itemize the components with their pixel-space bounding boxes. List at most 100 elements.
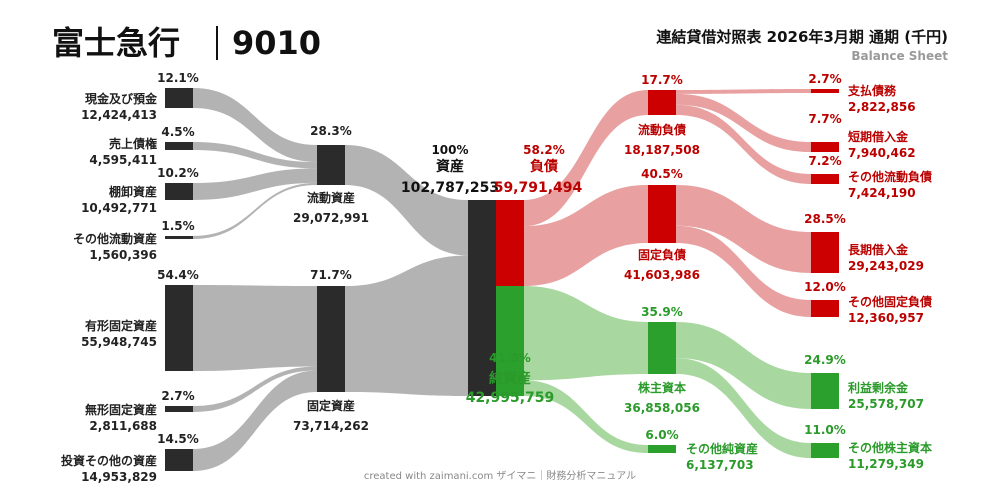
node-name-retained: 利益剰余金	[848, 380, 909, 395]
node-name-other_current: その他流動資産	[73, 231, 157, 246]
title-divider	[216, 26, 218, 60]
node-pct-shareholders_eq: 35.9%	[641, 305, 683, 319]
node-value-other_current: 1,560,396	[89, 248, 157, 262]
node-bar-other_sh_cap	[811, 443, 839, 458]
flow-links	[193, 88, 811, 471]
node-pct-cash: 12.1%	[157, 71, 199, 85]
node-pct-intangible: 2.7%	[161, 389, 194, 403]
node-value-inventory: 10,492,771	[81, 201, 157, 215]
node-value-fixed_liab: 41,603,986	[624, 268, 700, 282]
node-value-total_assets: 102,787,253	[401, 180, 499, 196]
node-name-short_loans: 短期借入金	[848, 129, 909, 144]
node-name-intangible: 無形固定資産	[85, 402, 157, 417]
node-bar-cash	[165, 88, 193, 108]
node-value-other_net: 6,137,703	[686, 458, 754, 472]
node-name-receivables: 売上債権	[109, 136, 157, 151]
report-subtitle: Balance Sheet	[851, 49, 948, 63]
node-bar-other_net	[648, 445, 676, 453]
node-value-investments: 14,953,829	[81, 470, 157, 484]
node-value-cash: 12,424,413	[81, 108, 157, 122]
flow-link-current_liab-to-other_current_liab	[676, 104, 811, 184]
node-value-current_liab: 18,187,508	[624, 143, 700, 157]
node-bar-other_current	[165, 236, 193, 239]
node-name-cash: 現金及び預金	[85, 91, 158, 106]
node-value-long_loans: 29,243,029	[848, 259, 924, 273]
flow-link-fixed_liab-to-other_fixed_liab	[676, 225, 811, 317]
node-name-fixed_liab: 固定負債	[638, 247, 686, 262]
node-bar-long_loans	[811, 232, 839, 273]
node-pct-fixed_assets: 71.7%	[310, 268, 352, 282]
flow-link-intangible-to-fixed_assets	[193, 366, 317, 412]
flow-link-fixed_assets-to-total_assets	[345, 255, 468, 396]
node-bar-total_assets	[468, 200, 496, 396]
node-name-other_net: その他純資産	[686, 441, 758, 456]
node-name-other_fixed_liab: その他固定負債	[848, 294, 932, 309]
node-value-other_fixed_liab: 12,360,957	[848, 311, 924, 325]
node-bar-inventory	[165, 183, 193, 200]
node-pct-tangible: 54.4%	[157, 268, 199, 282]
node-bar-current_assets	[317, 145, 345, 185]
node-pct-inventory: 10.2%	[157, 166, 199, 180]
node-name-total_assets: 資産	[436, 158, 464, 175]
node-value-retained: 25,578,707	[848, 397, 924, 411]
node-value-intangible: 2,811,688	[89, 419, 157, 433]
node-pct-other_current: 1.5%	[161, 219, 194, 233]
company-name: 富士急行	[52, 24, 180, 62]
flow-nodes	[165, 88, 839, 471]
node-bar-fixed_liab	[648, 185, 676, 243]
ticker-code: 9010	[232, 24, 321, 62]
node-pct-investments: 14.5%	[157, 432, 199, 446]
node-labels: 12.1%現金及び預金12,424,4134.5%売上債権4,595,41110…	[61, 71, 932, 484]
node-bar-other_current_liab	[811, 174, 839, 184]
node-bar-investments	[165, 449, 193, 471]
node-pct-payables: 2.7%	[808, 72, 841, 86]
node-name-investments: 投資その他の資産	[61, 453, 157, 468]
node-pct-other_fixed_liab: 12.0%	[804, 280, 846, 294]
node-pct-net_assets: 41.8%	[489, 351, 531, 365]
flow-link-receivables-to-current_assets	[193, 142, 317, 169]
node-value-tangible: 55,948,745	[81, 335, 157, 349]
node-bar-other_fixed_liab	[811, 300, 839, 317]
node-name-other_sh_cap: その他株主資本	[848, 440, 932, 455]
node-pct-long_loans: 28.5%	[804, 212, 846, 226]
node-value-shareholders_eq: 36,858,056	[624, 401, 700, 415]
node-pct-short_loans: 7.7%	[808, 112, 841, 126]
node-name-fixed_assets: 固定資産	[307, 398, 355, 413]
node-bar-liabilities	[496, 200, 524, 286]
node-bar-tangible	[165, 285, 193, 371]
node-bar-payables	[811, 89, 839, 93]
node-bar-fixed_assets	[317, 286, 345, 392]
node-name-other_current_liab: その他流動負債	[848, 169, 932, 184]
flow-link-fixed_liab-to-long_loans	[676, 185, 811, 273]
node-value-other_sh_cap: 11,279,349	[848, 457, 924, 471]
node-name-long_loans: 長期借入金	[848, 242, 909, 257]
node-pct-other_current_liab: 7.2%	[808, 154, 841, 168]
node-name-payables: 支払債務	[847, 83, 897, 98]
node-bar-retained	[811, 373, 839, 409]
node-value-net_assets: 42,995,759	[466, 390, 555, 406]
node-value-current_assets: 29,072,991	[293, 211, 369, 225]
report-title: 連結貸借対照表 2026年3月期 通期 (千円)	[656, 28, 948, 46]
flow-link-net_assets-to-other_net	[524, 380, 648, 453]
flow-link-investments-to-fixed_assets	[193, 370, 317, 471]
flow-link-shareholders_eq-to-other_sh_cap	[676, 358, 811, 458]
flow-link-inventory-to-current_assets	[193, 168, 317, 200]
node-bar-net_assets	[496, 286, 524, 396]
node-bar-receivables	[165, 142, 193, 150]
node-pct-current_liab: 17.7%	[641, 73, 683, 87]
node-bar-short_loans	[811, 142, 839, 152]
node-name-current_liab: 流動負債	[638, 122, 686, 137]
node-value-liabilities: 59,791,494	[494, 180, 583, 196]
flow-link-cash-to-current_assets	[193, 88, 317, 163]
node-value-receivables: 4,595,411	[89, 153, 157, 167]
node-bar-shareholders_eq	[648, 322, 676, 374]
credit-text: created with zaimani.com ザイマニ｜財務分析マニュアル	[364, 469, 636, 482]
node-bar-current_liab	[648, 90, 676, 115]
node-pct-retained: 24.9%	[804, 353, 846, 367]
node-pct-other_net: 6.0%	[645, 428, 678, 442]
node-pct-current_assets: 28.3%	[310, 124, 352, 138]
node-name-liabilities: 負債	[530, 158, 558, 175]
node-name-shareholders_eq: 株主資本	[638, 380, 686, 395]
